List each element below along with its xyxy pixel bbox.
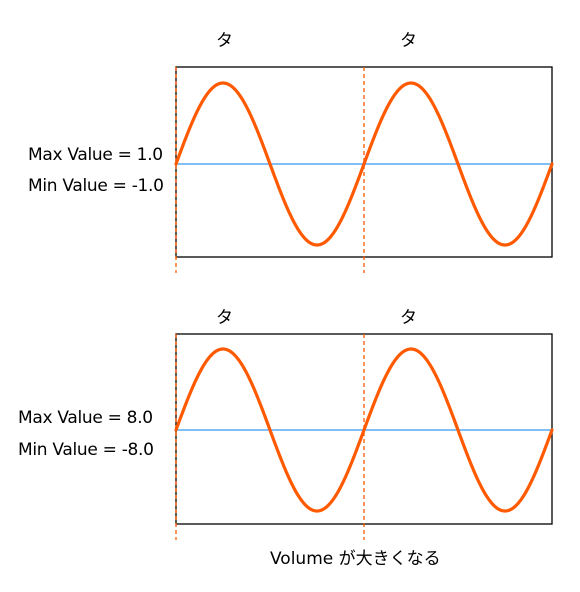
panel-1-beat-label-1: タ (216, 31, 233, 51)
panel-2-min-value-label: Min Value = -8.0 (18, 440, 154, 460)
panel-2-max-value-label: Max Value = 8.0 (18, 408, 153, 428)
panel-2-beat-label-2: タ (400, 308, 417, 328)
panel-2-waveform (174, 347, 554, 513)
panel-2 (174, 333, 554, 540)
panel-1-waveform (174, 81, 554, 247)
panel-1-max-value-label: Max Value = 1.0 (28, 145, 163, 165)
panel-1 (174, 66, 554, 273)
panel-1-min-value-label: Min Value = -1.0 (28, 176, 164, 196)
volume-caption: Volume が大きくなる (270, 549, 441, 569)
panel-1-beat-label-2: タ (400, 31, 417, 51)
panel-2-beat-label-1: タ (216, 308, 233, 328)
